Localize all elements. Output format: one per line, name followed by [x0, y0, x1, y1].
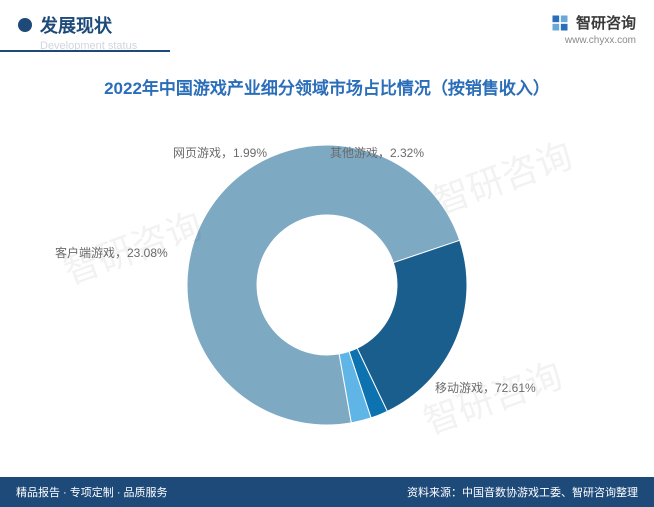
footer-right: 资料来源：中国音数协游戏工委、智研咨询整理 — [407, 484, 638, 500]
footer-left: 精品报告 · 专项定制 · 品质服务 — [16, 484, 168, 500]
slice-label-移动游戏: 移动游戏，72.61% — [435, 379, 536, 396]
header: 发展现状 Development status 智研咨询 www.chyxx.c… — [0, 0, 654, 52]
chart-title: 2022年中国游戏产业细分领域市场占比情况（按销售收入） — [0, 74, 654, 99]
chart-area: 移动游戏，72.61% 客户端游戏，23.08% 网页游戏，1.99% 其他游戏，2.… — [0, 99, 654, 459]
header-title-cn: 发展现状 — [40, 12, 112, 38]
header-marker-icon — [18, 18, 32, 32]
header-right: 智研咨询 www.chyxx.com — [550, 12, 636, 46]
slice-label-网页游戏: 网页游戏，1.99% — [173, 144, 267, 161]
brand-logo-icon — [550, 13, 570, 33]
header-underline — [0, 50, 170, 52]
donut-chart — [177, 135, 477, 435]
header-title-row: 发展现状 — [0, 12, 137, 38]
slice-label-其他游戏: 其他游戏，2.32% — [330, 144, 424, 161]
brand-row: 智研咨询 — [550, 12, 636, 33]
footer: 精品报告 · 专项定制 · 品质服务 资料来源：中国音数协游戏工委、智研咨询整理 — [0, 477, 654, 507]
brand-url: www.chyxx.com — [550, 35, 636, 46]
header-left: 发展现状 Development status — [0, 12, 137, 52]
slice-label-客户端游戏: 客户端游戏，23.08% — [55, 244, 168, 261]
brand-name: 智研咨询 — [576, 12, 636, 33]
